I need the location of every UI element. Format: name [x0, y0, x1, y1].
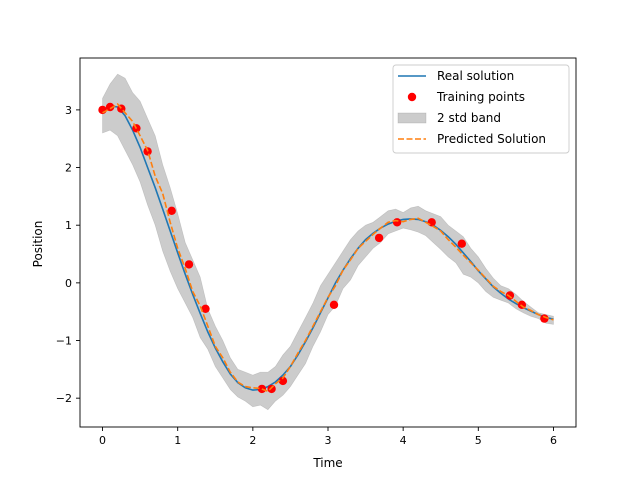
- training-point: [201, 304, 210, 313]
- x-tick-label: 1: [174, 434, 181, 447]
- y-tick-label: −2: [56, 392, 72, 405]
- x-tick-label: 5: [475, 434, 482, 447]
- y-tick-label: 1: [65, 219, 72, 232]
- legend: Real solution Training points 2 std band Pr…: [392, 64, 570, 154]
- y-axis-label: Position: [31, 221, 45, 268]
- x-tick-label: 0: [99, 434, 106, 447]
- x-axis-label: Time: [312, 456, 342, 470]
- x-tick-label: 3: [325, 434, 332, 447]
- y-tick-label: 0: [65, 277, 72, 290]
- training-point: [457, 239, 466, 248]
- training-point: [98, 105, 107, 115]
- y-tick-label: −1: [56, 335, 72, 348]
- legend-label: Predicted Solution: [437, 132, 546, 146]
- legend-swatch-std-band: [397, 112, 427, 124]
- training-point: [427, 218, 436, 227]
- training-point: [329, 300, 339, 309]
- training-point: [374, 233, 384, 243]
- training-point: [184, 260, 194, 269]
- x-tick-label: 2: [249, 434, 256, 447]
- x-tick-label: 6: [550, 434, 557, 447]
- y-tick-label: 3: [65, 104, 72, 117]
- training-point: [105, 102, 115, 112]
- legend-label: Real solution: [437, 69, 514, 83]
- training-point: [267, 384, 276, 394]
- training-point: [278, 376, 288, 386]
- y-tick-label: 2: [65, 162, 72, 175]
- x-tick-label: 4: [400, 434, 407, 447]
- training-point: [392, 218, 402, 227]
- legend-box: [392, 64, 570, 154]
- axes: 0 1 2 3 4 5 6 −2 −1 0 1 2 3: [56, 57, 577, 447]
- legend-label: Training points: [436, 90, 525, 104]
- legend-label: 2 std band: [437, 111, 501, 125]
- training-point: [167, 206, 176, 215]
- predicted-solution-line: [102, 103, 554, 393]
- legend-swatch-training-points: [407, 92, 417, 102]
- plot-area: [98, 73, 554, 411]
- training-point: [540, 314, 549, 323]
